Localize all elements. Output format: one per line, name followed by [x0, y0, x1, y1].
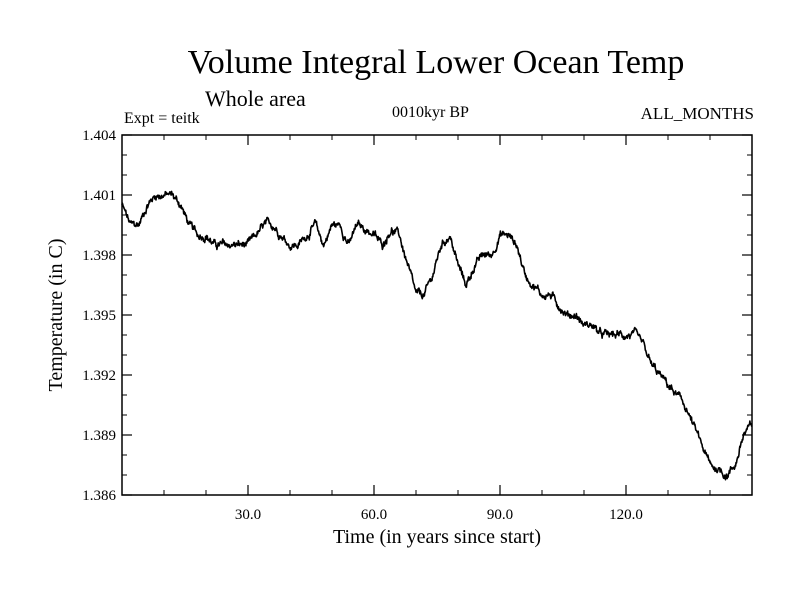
period-label: 0010kyr BP [392, 104, 469, 121]
x-tick-label: 30.0 [235, 507, 261, 523]
temperature-series-line [121, 190, 753, 481]
x-tick-label: 120.0 [609, 507, 643, 523]
line-layer [121, 190, 753, 481]
y-tick-label: 1.404 [82, 128, 116, 144]
x-axis-label: Time (in years since start) [333, 526, 541, 548]
axes-layer: 1.386 1.389 1.392 1.395 1.398 1.401 1.404 30.0 6… [82, 128, 752, 523]
chart-title: Volume Integral Lower Ocean Temp [187, 44, 685, 81]
y-tick-label: 1.392 [82, 368, 116, 384]
y-tick-label: 1.398 [82, 248, 116, 264]
chart-subtitle: Whole area [205, 86, 306, 111]
y-tick-label: 1.395 [82, 308, 116, 324]
experiment-label: Expt = teitk [124, 110, 200, 127]
x-tick-label: 60.0 [361, 507, 387, 523]
y-axis-label: Temperature (in C) [45, 239, 67, 392]
y-tick-label: 1.386 [82, 488, 116, 504]
y-tick-label: 1.401 [82, 188, 116, 204]
months-label: ALL_MONTHS [640, 104, 754, 123]
plot-frame [121, 134, 753, 496]
y-tick-label: 1.389 [82, 428, 116, 444]
x-tick-label: 90.0 [487, 507, 513, 523]
